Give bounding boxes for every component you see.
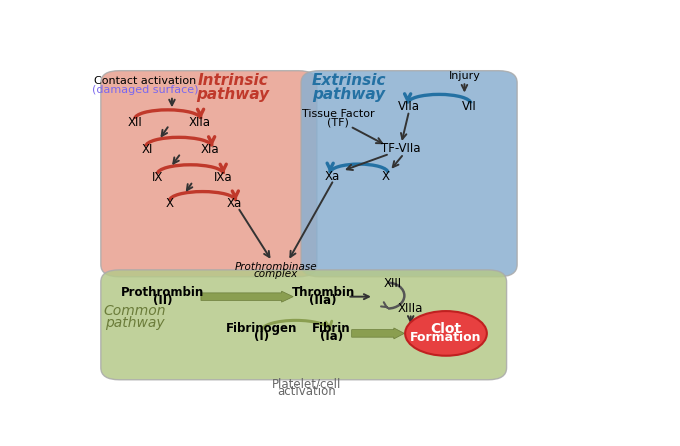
FancyArrow shape [352,328,405,339]
Text: pathway: pathway [105,316,165,330]
Text: XI: XI [141,143,153,156]
Text: IXa: IXa [214,171,233,184]
FancyBboxPatch shape [301,70,517,277]
Text: X: X [381,169,390,182]
Text: Intrinsic: Intrinsic [197,74,268,88]
Text: XIIa: XIIa [189,116,211,129]
Text: Injury: Injury [449,71,480,81]
Text: Extrinsic: Extrinsic [311,74,386,88]
Text: Prothrombinase: Prothrombinase [235,262,317,273]
Text: Thrombin: Thrombin [292,286,355,299]
Text: (TF): (TF) [327,117,349,127]
Text: IX: IX [152,171,163,184]
Text: (IIa): (IIa) [309,294,337,307]
Text: Prothrombin: Prothrombin [121,286,205,299]
Text: XIII: XIII [383,277,401,290]
Text: Contact activation: Contact activation [95,76,197,86]
Text: Clot: Clot [430,322,462,336]
FancyBboxPatch shape [101,70,317,277]
Text: XII: XII [128,116,142,129]
Text: (II): (II) [153,294,173,307]
Text: (damaged surface): (damaged surface) [92,85,199,95]
Text: TF-VIIa: TF-VIIa [381,142,421,156]
Text: (I): (I) [254,330,269,343]
Text: Tissue Factor: Tissue Factor [302,109,374,119]
Text: (Ia): (Ia) [320,330,343,343]
Text: X: X [165,197,173,210]
Ellipse shape [405,311,487,356]
Text: Fibrinogen: Fibrinogen [226,322,297,335]
FancyArrow shape [201,291,293,302]
Text: Xa: Xa [325,169,340,182]
Text: VII: VII [462,100,477,113]
Text: Common: Common [104,304,167,318]
Text: XIa: XIa [201,143,220,156]
Text: pathway: pathway [312,87,385,102]
Text: VIIa: VIIa [398,100,420,113]
Text: Fibrin: Fibrin [312,322,351,335]
Text: XIIIa: XIIIa [398,302,424,315]
Text: pathway: pathway [196,87,269,102]
Text: activation: activation [277,385,336,398]
Text: Xa: Xa [226,197,242,210]
FancyBboxPatch shape [101,270,507,380]
Text: Platelet/cell: Platelet/cell [271,377,341,390]
Text: complex: complex [254,269,298,279]
Text: Formation: Formation [410,331,481,344]
